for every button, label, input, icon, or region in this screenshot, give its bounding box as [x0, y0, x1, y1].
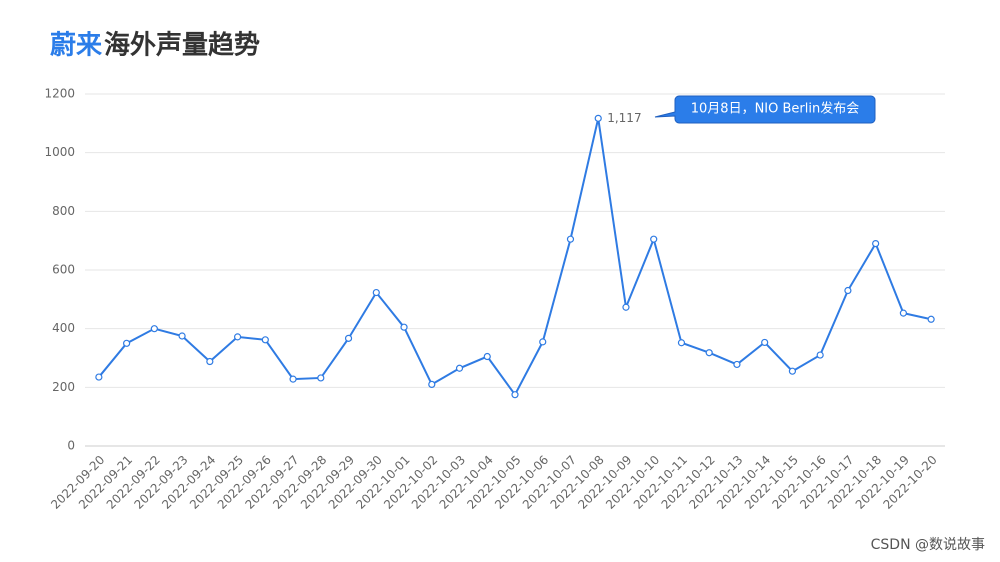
point	[733, 360, 741, 369]
y-tick-label: 0	[67, 439, 75, 453]
point	[372, 288, 380, 297]
point	[178, 332, 186, 340]
y-tick-label: 400	[52, 321, 75, 335]
point	[150, 325, 158, 333]
point	[261, 336, 269, 344]
title-highlight: 蔚来	[50, 31, 103, 61]
y-tick-label: 1000	[44, 145, 75, 159]
point	[289, 375, 297, 383]
point	[594, 114, 602, 122]
point	[844, 286, 852, 295]
point	[428, 380, 436, 388]
value-label: 1,117	[607, 111, 641, 125]
point	[761, 338, 769, 347]
y-tick-label: 1200	[44, 87, 75, 101]
point	[650, 235, 658, 243]
point	[206, 357, 214, 366]
annotation-box	[654, 95, 876, 124]
point	[95, 373, 103, 381]
point	[816, 351, 824, 359]
point	[788, 367, 797, 375]
point	[123, 339, 131, 347]
y-tick-label: 600	[52, 263, 75, 277]
point	[511, 391, 519, 399]
point	[344, 334, 353, 342]
point	[622, 303, 630, 311]
annotation: 10月8日，NIO Berlin发布会	[691, 101, 859, 117]
y-tick-label: 200	[52, 380, 75, 394]
y-tick-label: 800	[52, 204, 75, 218]
point	[539, 338, 547, 346]
chart-title: 海外声量趋势	[104, 31, 260, 61]
point	[455, 364, 464, 372]
point	[400, 323, 408, 331]
point	[317, 374, 325, 382]
point	[899, 309, 907, 317]
point	[483, 352, 491, 361]
point	[233, 333, 242, 341]
point	[872, 240, 880, 248]
point	[566, 235, 575, 243]
point	[677, 339, 686, 347]
point	[927, 315, 935, 323]
watermark: CSDN @数说故事	[871, 537, 985, 553]
line	[98, 118, 932, 397]
point	[705, 349, 713, 357]
